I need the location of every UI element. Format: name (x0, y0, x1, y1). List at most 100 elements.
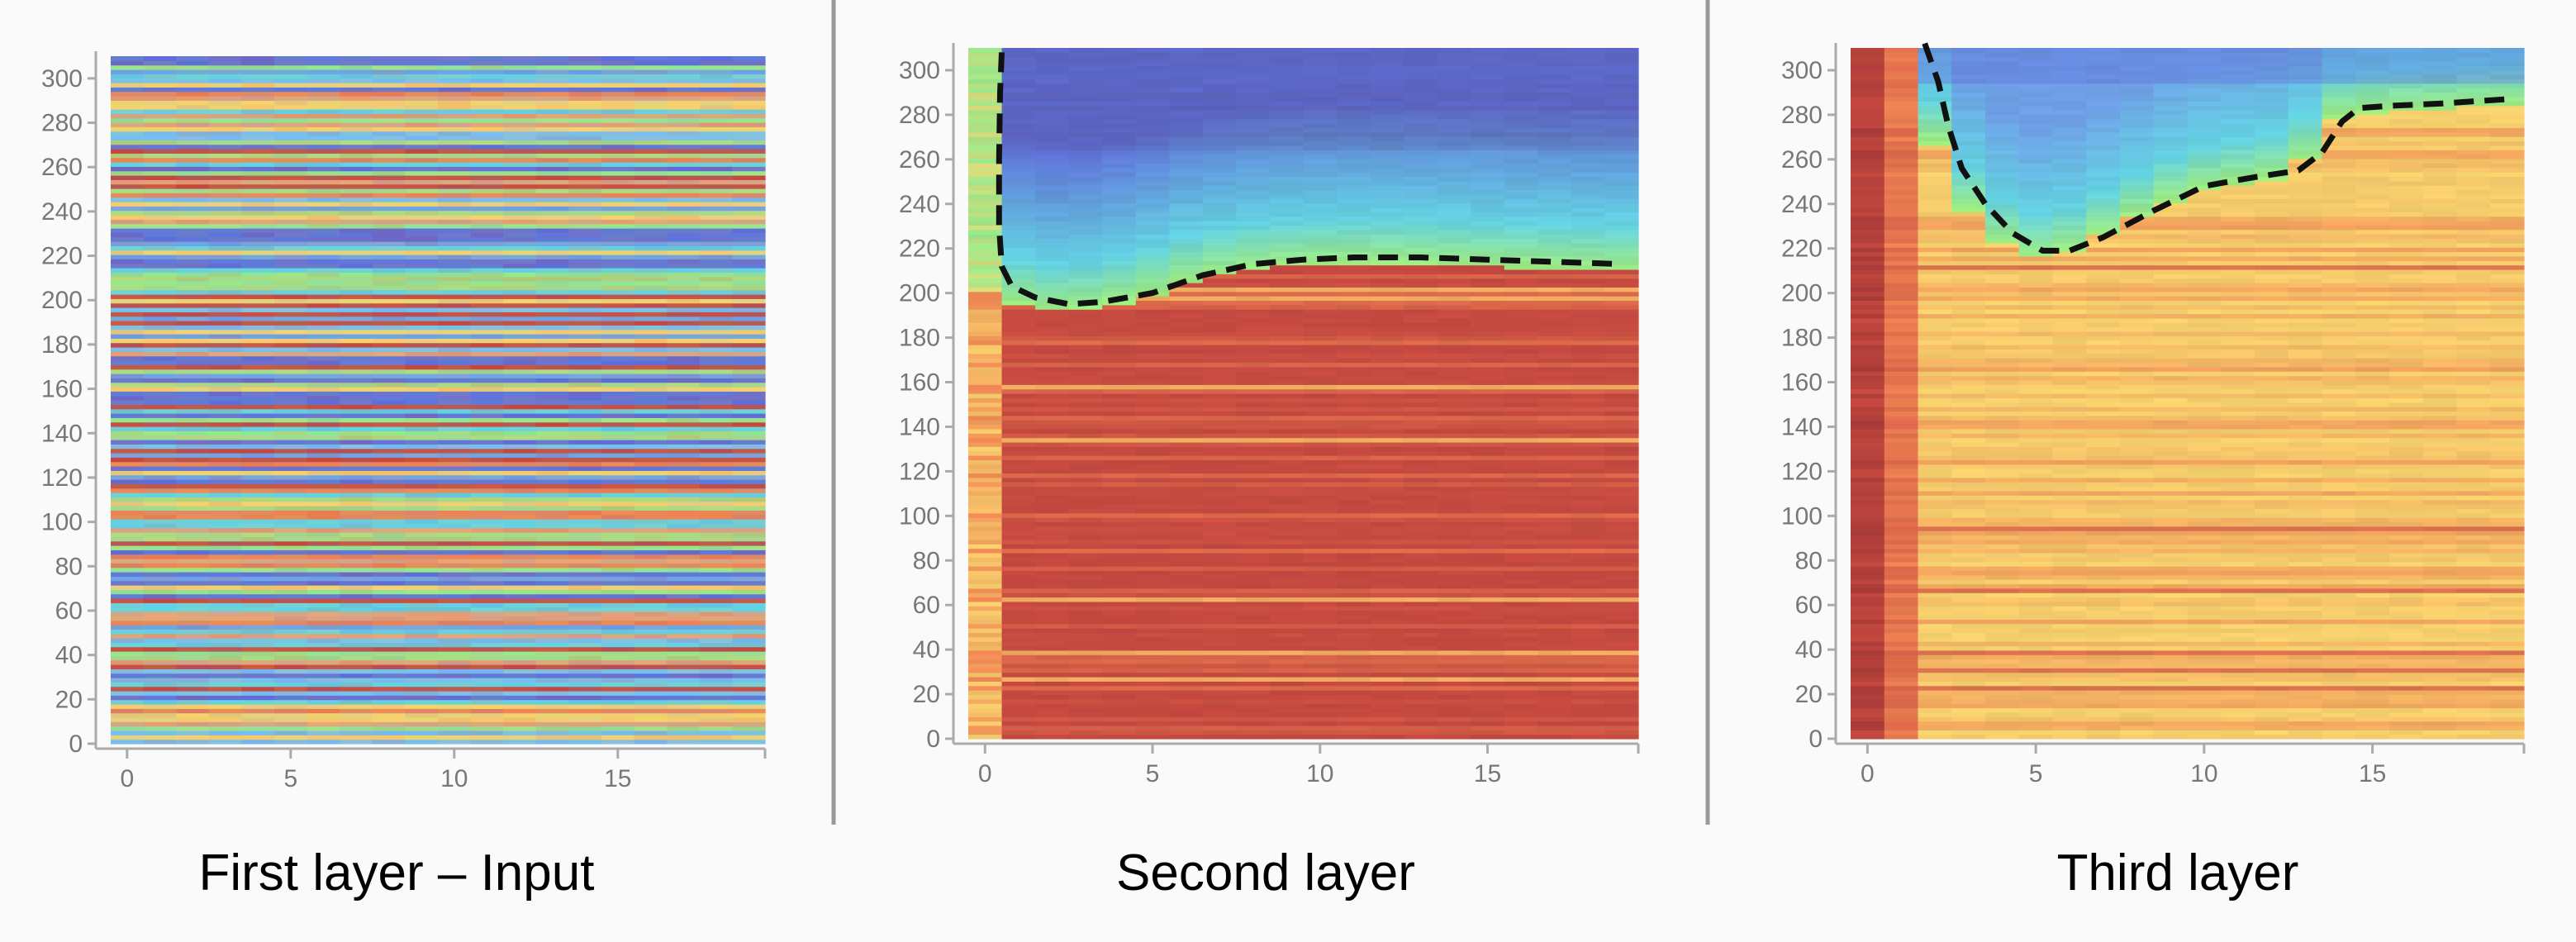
heatmap-cell (372, 162, 406, 167)
heatmap-cell (1202, 88, 1237, 93)
heatmap-cell (1202, 464, 1237, 469)
heatmap-cell (1169, 114, 1204, 120)
heatmap-cell (1135, 707, 1170, 713)
heatmap-cell (1269, 216, 1305, 221)
heatmap-cell (699, 589, 733, 595)
heatmap-cell (699, 87, 733, 93)
heatmap-cell (667, 514, 701, 520)
heatmap-cell (176, 717, 210, 722)
heatmap-cell (405, 519, 439, 524)
heatmap-cell (307, 453, 340, 458)
heatmap-cell (208, 166, 242, 172)
heatmap-cell (1303, 469, 1338, 474)
heatmap-cell (405, 646, 439, 652)
heatmap-cell (667, 510, 701, 516)
heatmap-cell (143, 250, 177, 255)
heatmap-cell (1202, 198, 1237, 204)
heatmap-cell (667, 492, 701, 497)
heatmap-cell (568, 550, 602, 555)
heatmap-cell (634, 104, 668, 110)
heatmap-cell (699, 616, 733, 621)
heatmap-cell (340, 633, 373, 639)
heatmap-cell (1303, 88, 1338, 93)
heatmap-cell (1035, 145, 1070, 150)
heatmap-cell (307, 659, 340, 665)
heatmap-cell (372, 109, 406, 114)
heatmap-cell (1068, 260, 1103, 266)
heatmap-cell (470, 691, 504, 696)
heatmap-cell (1135, 198, 1170, 204)
heatmap-cell (307, 364, 340, 370)
heatmap-cell (340, 730, 373, 735)
heatmap-cell (143, 342, 177, 348)
heatmap-cell (601, 342, 635, 348)
heatmap-cell (208, 699, 242, 705)
heatmap-cell (111, 355, 145, 361)
heatmap-cell (1236, 407, 1271, 412)
heatmap-cell (968, 508, 1003, 514)
heatmap-cell (1102, 366, 1137, 372)
heatmap-cell (699, 64, 733, 70)
heatmap-cell (340, 488, 373, 493)
heatmap-cell (1202, 176, 1237, 182)
heatmap-cells (968, 48, 1639, 740)
heatmap-cell (1102, 185, 1137, 191)
heatmap-cell (1035, 379, 1070, 385)
heatmap-cell (601, 625, 635, 630)
heatmap-cell (274, 506, 308, 511)
heatmap-cell (176, 215, 210, 220)
heatmap-cell (968, 716, 1003, 722)
heatmap-cell (1202, 552, 1237, 558)
heatmap-cell (111, 567, 145, 573)
heatmap-cell (143, 382, 177, 388)
heatmap-cell (1001, 610, 1036, 616)
heatmap-cell (1236, 88, 1271, 93)
heatmap-cell (732, 74, 766, 79)
heatmap-cell (601, 378, 635, 383)
heatmap-cell (372, 223, 406, 229)
heatmap-cell (699, 712, 733, 718)
heatmap-cell (503, 440, 537, 445)
heatmap-cell (438, 735, 472, 740)
heatmap-cell (1102, 698, 1137, 704)
heatmap-cell (143, 298, 177, 304)
heatmap-cell (1303, 393, 1338, 398)
heatmap-cell (1269, 601, 1305, 607)
heatmap-cell (143, 241, 177, 246)
heatmap-cell (1035, 238, 1070, 244)
heatmap-cell (241, 431, 275, 436)
heatmap-cell (634, 602, 668, 608)
heatmap-cell (568, 431, 602, 436)
heatmap-cell (535, 223, 569, 229)
heatmap-cell (634, 550, 668, 555)
heatmap-cell (470, 730, 504, 735)
heatmap-cell (568, 607, 602, 612)
heatmap-cell (1068, 636, 1103, 642)
heatmap-cell (470, 417, 504, 423)
heatmap-cell (176, 104, 210, 110)
heatmap-cell (1269, 92, 1305, 98)
heatmap-cell (111, 272, 145, 278)
heatmap-cell (1001, 641, 1036, 647)
heatmap-cell (535, 470, 569, 476)
heatmap-cell (1102, 499, 1137, 505)
heatmap-cell (111, 712, 145, 718)
heatmap-cell (405, 506, 439, 511)
heatmap-cell (667, 321, 701, 326)
heatmap-cell (241, 567, 275, 573)
heatmap-cell (968, 221, 1003, 226)
heatmap-cell (274, 259, 308, 264)
heatmap-cell (503, 492, 537, 497)
heatmap-cell (1068, 711, 1103, 717)
heatmap-cell (1102, 716, 1137, 722)
heatmap-cell (568, 404, 602, 410)
heatmap-cell (470, 646, 504, 652)
heatmap-cell (438, 263, 472, 269)
heatmap-cell (1236, 672, 1271, 678)
heatmap-cell (1169, 521, 1204, 527)
heatmap-cell (372, 126, 406, 132)
heatmap-cell (1269, 566, 1305, 571)
heatmap-cell (1303, 508, 1338, 514)
heatmap-cell (307, 325, 340, 331)
heatmap-cell (1269, 189, 1305, 195)
